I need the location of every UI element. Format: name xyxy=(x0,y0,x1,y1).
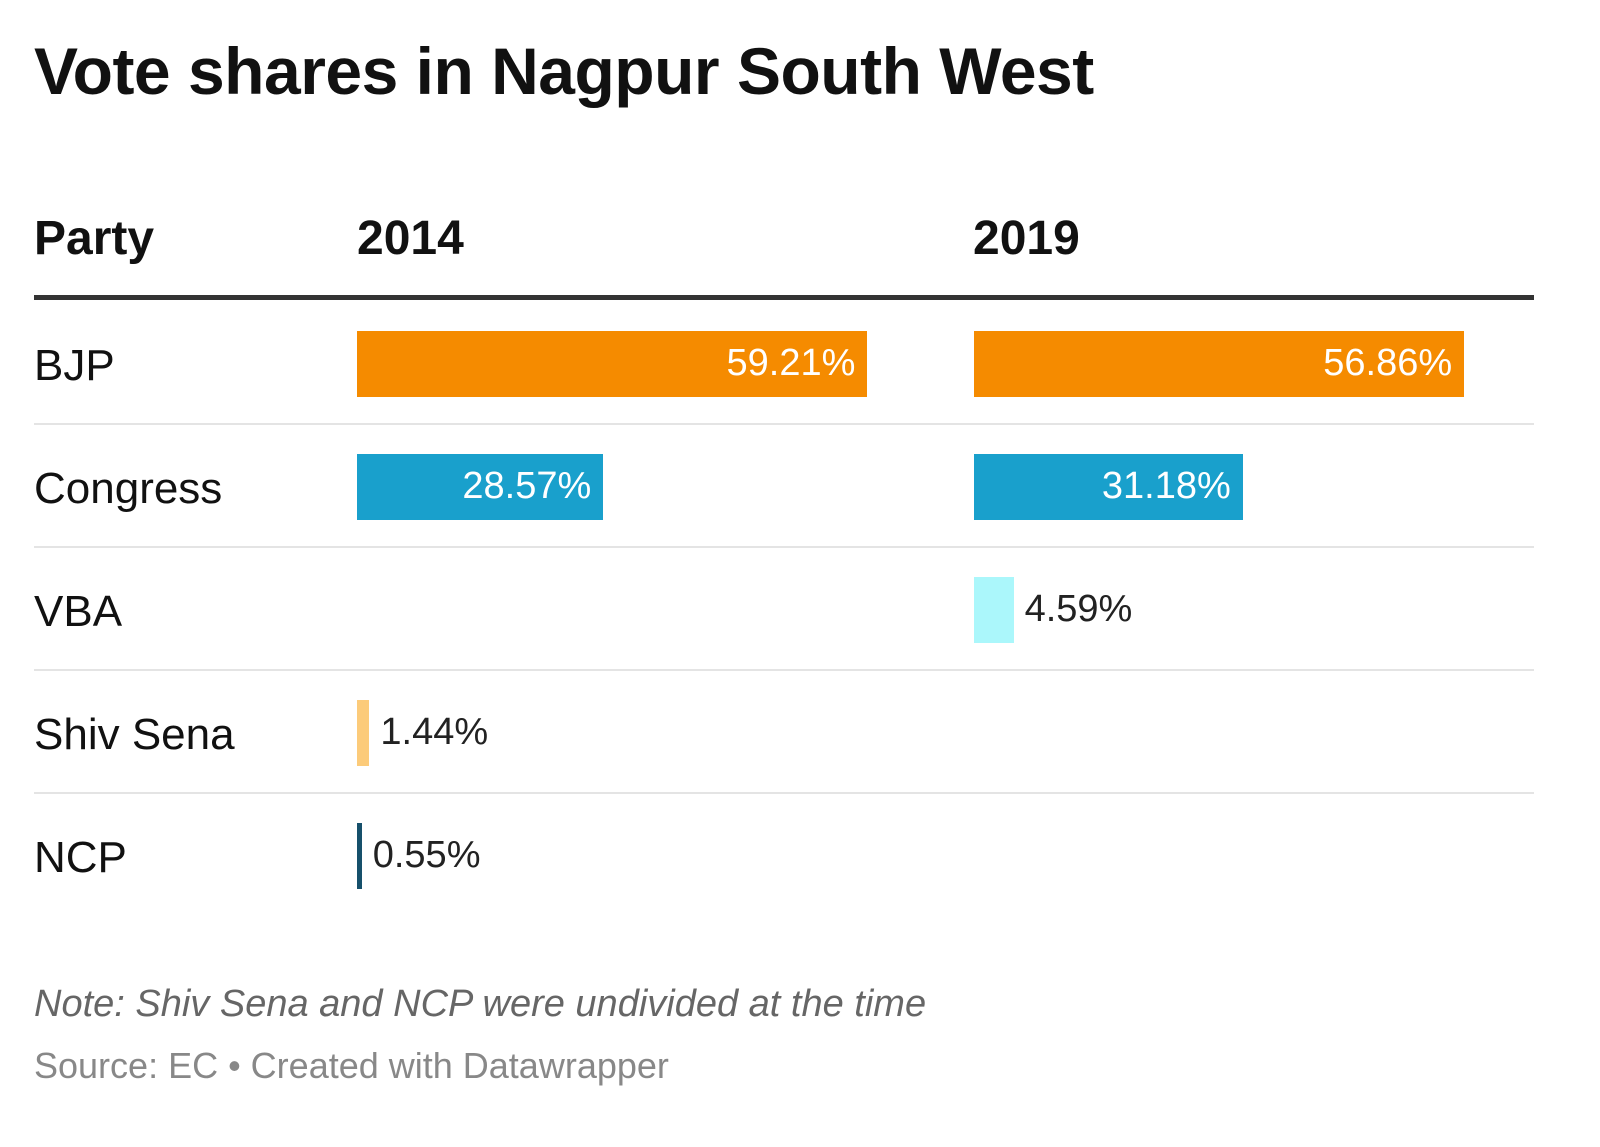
row-divider xyxy=(34,792,1534,794)
party-label: VBA xyxy=(34,587,123,636)
value-label-2019: 56.86% xyxy=(1323,342,1453,384)
bar-2014-bjp xyxy=(357,331,868,397)
table-row: VBA 4.59% xyxy=(34,548,1534,671)
chart-title: Vote shares in Nagpur South West xyxy=(34,34,1094,108)
bar-2019-vba xyxy=(974,577,1014,643)
value-label-2019: 31.18% xyxy=(1101,465,1231,507)
header-rule xyxy=(34,295,1534,300)
table-row: BJP 59.21% 56.86% xyxy=(34,302,1534,425)
value-label-2019: 4.59% xyxy=(1024,588,1133,630)
party-label: NCP xyxy=(34,833,127,882)
chart-source: Source: EC • Created with Datawrapper xyxy=(34,1045,669,1086)
bar-2019-congress xyxy=(974,454,1243,520)
table-row: Shiv Sena 1.44% xyxy=(34,671,1534,794)
row-divider xyxy=(34,669,1534,671)
bar-2014-congress xyxy=(357,454,604,520)
bar-2014-ncp xyxy=(357,823,362,889)
chart-note: Note: Shiv Sena and NCP were undivided a… xyxy=(34,983,927,1025)
table-row: NCP 0.55% xyxy=(34,794,1534,917)
table-row: Congress 28.57% 31.18% xyxy=(34,425,1534,548)
row-divider xyxy=(34,546,1534,548)
column-header-party: Party xyxy=(34,212,155,265)
party-label: Shiv Sena xyxy=(34,710,235,759)
party-label: Congress xyxy=(34,464,223,513)
value-label-2014: 28.57% xyxy=(462,465,592,507)
bar-2019-bjp xyxy=(974,331,1465,397)
value-label-2014: 1.44% xyxy=(380,711,489,753)
value-label-2014: 0.55% xyxy=(372,834,481,876)
row-divider xyxy=(34,423,1534,425)
party-label: BJP xyxy=(34,341,115,390)
value-label-2014: 59.21% xyxy=(726,342,856,384)
bar-2014-shiv-sena xyxy=(357,700,370,766)
column-header-2014: 2014 xyxy=(357,212,464,265)
column-header-2019: 2019 xyxy=(973,212,1080,265)
